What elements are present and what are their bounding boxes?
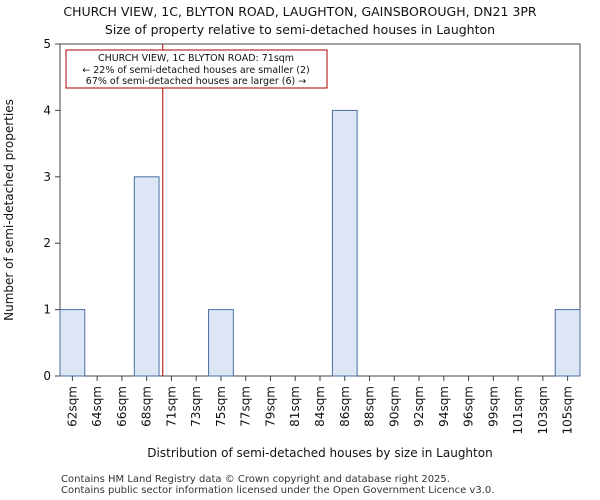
annotation-line-2: ← 22% of semi-detached houses are smalle… xyxy=(82,65,310,76)
x-tick-label: 96sqm xyxy=(462,386,476,427)
y-tick-label: 5 xyxy=(43,37,51,51)
x-tick-label: 75sqm xyxy=(214,386,228,427)
footer-line-2: Contains public sector information licen… xyxy=(61,485,495,496)
bar-62sqm xyxy=(59,309,86,377)
annotation-box xyxy=(65,49,328,89)
x-tick-label: 71sqm xyxy=(164,386,178,427)
x-tick-label: 73sqm xyxy=(189,386,203,427)
x-tick-label: 101sqm xyxy=(511,386,525,434)
x-tick-label: 62sqm xyxy=(65,386,79,427)
annotation-line-3: 67% of semi-detached houses are larger (… xyxy=(86,76,306,87)
bar-68sqm xyxy=(133,176,160,377)
chart-title: CHURCH VIEW, 1C, BLYTON ROAD, LAUGHTON, … xyxy=(63,4,537,19)
x-tick-label: 86sqm xyxy=(338,386,352,427)
x-tick-label: 105sqm xyxy=(561,386,575,434)
y-tick-label: 0 xyxy=(43,369,51,383)
bar-86sqm xyxy=(331,109,358,377)
y-tick-label: 1 xyxy=(43,303,51,317)
x-tick-label: 99sqm xyxy=(486,386,500,427)
x-tick-label: 92sqm xyxy=(412,386,426,427)
x-tick-label: 81sqm xyxy=(288,386,302,427)
x-tick-label: 79sqm xyxy=(263,386,277,427)
x-tick-label: 84sqm xyxy=(313,386,327,427)
chart-subtitle: Size of property relative to semi-detach… xyxy=(104,22,496,37)
bar-75sqm xyxy=(208,309,234,377)
bar-105sqm xyxy=(554,309,581,377)
x-tick-label: 77sqm xyxy=(239,386,253,427)
y-tick-label: 3 xyxy=(43,170,51,184)
x-tick-label: 103sqm xyxy=(536,386,550,434)
x-tick-label: 88sqm xyxy=(363,386,377,427)
annotation-line-1: CHURCH VIEW, 1C BLYTON ROAD: 71sqm xyxy=(98,53,294,64)
x-tick-label: 90sqm xyxy=(387,386,401,427)
x-axis-label: Distribution of semi-detached houses by … xyxy=(147,446,492,460)
x-tick-label: 94sqm xyxy=(437,386,451,427)
x-tick-label: 68sqm xyxy=(140,386,154,427)
y-axis-label: Number of semi-detached properties xyxy=(2,99,16,321)
y-tick-label: 4 xyxy=(43,103,51,117)
x-tick-label: 66sqm xyxy=(115,386,129,427)
x-tick-label: 64sqm xyxy=(90,386,104,427)
footer-line-1: Contains HM Land Registry data © Crown c… xyxy=(61,474,450,485)
y-tick-label: 2 xyxy=(43,236,51,250)
